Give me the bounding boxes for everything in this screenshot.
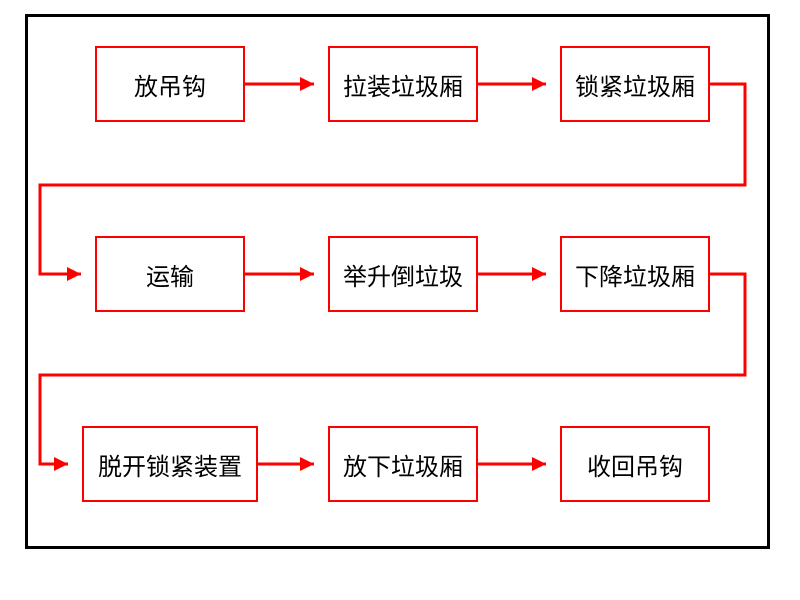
flowchart-canvas: 放吊钩 拉装垃圾厢 锁紧垃圾厢运输 举升倒垃圾 下降垃圾厢脱开锁紧装置 放下垃圾厢 收回吊钩 — [0, 0, 800, 600]
flowchart-node: 运输 — [95, 236, 245, 312]
flowchart-node: 收回吊钩 — [560, 426, 710, 502]
flowchart-node-label: 脱开锁紧装置 — [98, 447, 242, 482]
flowchart-node-label: 放吊钩 — [134, 67, 206, 102]
flowchart-node: 下降垃圾厢 — [560, 236, 710, 312]
flowchart-node-label: 放下垃圾厢 — [343, 447, 463, 482]
flowchart-node: 锁紧垃圾厢 — [560, 46, 710, 122]
flowchart-node-label: 收回吊钩 — [587, 447, 683, 482]
flowchart-node-label: 举升倒垃圾 — [343, 257, 463, 292]
flowchart-node-label: 拉装垃圾厢 — [343, 67, 463, 102]
flowchart-node: 放下垃圾厢 — [328, 426, 478, 502]
flowchart-node: 放吊钩 — [95, 46, 245, 122]
flowchart-node-label: 锁紧垃圾厢 — [575, 67, 695, 102]
flowchart-node: 脱开锁紧装置 — [82, 426, 258, 502]
flowchart-node: 举升倒垃圾 — [328, 236, 478, 312]
flowchart-node-label: 下降垃圾厢 — [575, 257, 695, 292]
flowchart-node: 拉装垃圾厢 — [328, 46, 478, 122]
flowchart-node-label: 运输 — [146, 257, 194, 292]
